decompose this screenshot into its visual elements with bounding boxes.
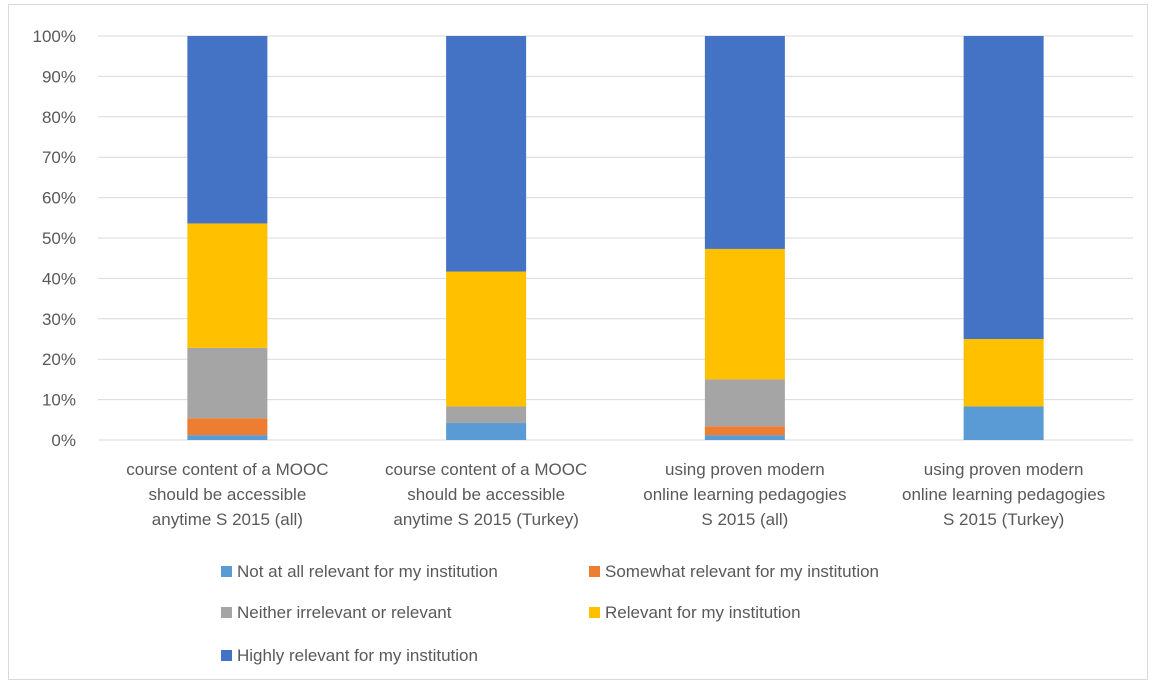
bar-segment-5-cat-3 xyxy=(704,36,785,249)
legend-swatch xyxy=(589,607,600,618)
y-axis-ticks: 0% 10% 20% 30% 40% 50% 60% 70% 80% 90% 100% xyxy=(33,27,76,450)
bar-segment-4-cat-1 xyxy=(187,223,268,348)
bar-segment-5-cat-4 xyxy=(963,36,1044,339)
bar-segment-1-cat-2 xyxy=(446,423,527,440)
bar-segment-2-cat-3 xyxy=(704,426,785,436)
bar-segment-3-cat-3 xyxy=(704,379,785,427)
bar-segment-1-cat-3 xyxy=(704,435,785,440)
bar-segment-4-cat-4 xyxy=(963,339,1044,407)
y-tick-label: 100% xyxy=(33,27,76,46)
y-tick-label: 50% xyxy=(42,229,76,248)
bar-segment-4-cat-2 xyxy=(446,271,527,407)
category-label: course content of a MOOC should be access… xyxy=(385,460,587,529)
bar-segment-3-cat-2 xyxy=(446,406,527,424)
y-tick-label: 10% xyxy=(42,391,76,410)
bar-segment-2-cat-1 xyxy=(187,418,268,436)
bars xyxy=(187,36,1044,440)
y-tick-label: 60% xyxy=(42,189,76,208)
legend-label: Highly relevant for my institution xyxy=(237,646,478,665)
y-tick-label: 90% xyxy=(42,67,76,86)
category-label: using proven modern online learning pedag… xyxy=(902,460,1105,529)
bar-segment-5-cat-2 xyxy=(446,36,527,272)
x-axis-categories: course content of a MOOC should be access… xyxy=(126,460,1105,529)
y-tick-label: 80% xyxy=(42,108,76,127)
y-tick-label: 40% xyxy=(42,269,76,288)
category-label: using proven modern online learning pedag… xyxy=(643,460,846,529)
legend-label: Somewhat relevant for my institution xyxy=(605,562,879,581)
bar-segment-3-cat-1 xyxy=(187,347,268,419)
y-tick-label: 30% xyxy=(42,310,76,329)
chart-frame: 0% 10% 20% 30% 40% 50% 60% 70% 80% 90% 100% course… xyxy=(8,4,1148,680)
legend-label: Neither irrelevant or relevant xyxy=(237,603,452,622)
bar-segment-4-cat-3 xyxy=(704,248,785,380)
y-tick-label: 0% xyxy=(51,431,76,450)
legend-swatch xyxy=(221,607,232,618)
legend-swatch xyxy=(221,650,232,661)
stacked-bar-chart: 0% 10% 20% 30% 40% 50% 60% 70% 80% 90% 100% course… xyxy=(33,27,1133,665)
category-label: course content of a MOOC should be access… xyxy=(126,460,328,529)
bar-segment-1-cat-1 xyxy=(187,435,268,440)
y-tick-label: 20% xyxy=(42,350,76,369)
legend-label: Not at all relevant for my institution xyxy=(237,562,498,581)
legend-swatch xyxy=(589,566,600,577)
bar-segment-1-cat-4 xyxy=(963,406,1044,440)
legend-swatch xyxy=(221,566,232,577)
bar-segment-5-cat-1 xyxy=(187,36,268,224)
legend: Not at all relevant for my institution So… xyxy=(221,562,879,665)
gridlines xyxy=(98,35,1133,441)
legend-label: Relevant for my institution xyxy=(605,603,801,622)
y-tick-label: 70% xyxy=(42,148,76,167)
